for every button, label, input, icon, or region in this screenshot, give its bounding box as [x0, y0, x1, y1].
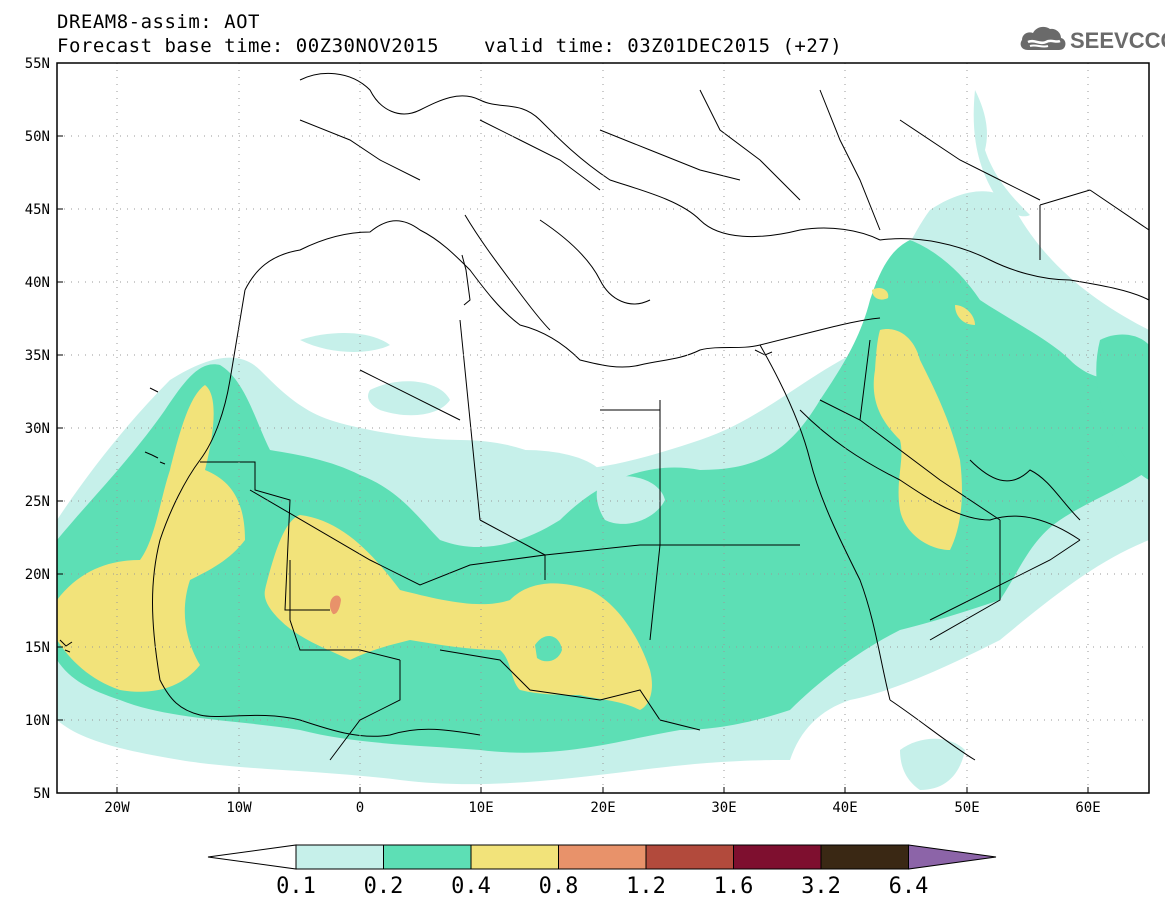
colorbar-label: 1.6 — [714, 874, 754, 899]
country-borders — [200, 89, 1081, 761]
colorbar-underflow-arrow — [207, 844, 297, 870]
colorbar-box — [383, 844, 472, 870]
aot-band-0.4 — [57, 287, 975, 710]
lon-label: 20W — [104, 800, 130, 816]
lon-label: 30E — [711, 800, 736, 816]
valid-time: valid time: 03Z01DEC2015 (+27) — [484, 35, 843, 57]
colorbar-label: 0.2 — [364, 874, 404, 899]
lat-label: 30N — [25, 421, 50, 437]
longitude-labels: 20W 10W 0 10E 20E 30E 40E 50E 60E — [104, 800, 1100, 816]
lon-label: 60E — [1075, 800, 1100, 816]
colorbar-box — [820, 844, 909, 870]
coastlines — [152, 72, 1149, 761]
cloud-icon — [1020, 26, 1066, 50]
lon-label: 10W — [226, 800, 252, 816]
colorbar-legend: 0.1 0.2 0.4 0.8 1.2 1.6 3.2 6.4 — [207, 844, 997, 899]
lat-label: 15N — [25, 640, 50, 656]
islands — [59, 254, 773, 653]
lon-label: 0 — [356, 800, 364, 816]
colorbar-box — [733, 844, 822, 870]
lat-label: 40N — [25, 275, 50, 291]
logo-text: SEEVCCC — [1070, 28, 1165, 53]
map-title: DREAM8-assim: AOT — [57, 11, 260, 33]
gridlines — [57, 63, 1149, 793]
latitude-labels: 55N 50N 45N 40N 35N 30N 25N 20N 15N 10N … — [25, 56, 50, 802]
colorbar-label: 3.2 — [801, 874, 841, 899]
colorbar-label: 0.1 — [276, 874, 316, 899]
colorbar-box — [645, 844, 734, 870]
lon-label: 10E — [468, 800, 493, 816]
lon-label: 20E — [590, 800, 615, 816]
lat-label: 5N — [33, 786, 50, 802]
lat-label: 10N — [25, 713, 50, 729]
colorbar-box — [295, 844, 384, 870]
lat-label: 45N — [25, 202, 50, 218]
aot-band-0.8 — [329, 595, 341, 615]
lat-label: 20N — [25, 567, 50, 583]
tick-marks — [57, 62, 1089, 793]
lon-label: 40E — [832, 800, 857, 816]
lat-label: 50N — [25, 129, 50, 145]
lat-label: 55N — [25, 56, 50, 72]
lat-label: 25N — [25, 494, 50, 510]
colorbar-box — [470, 844, 559, 870]
aot-field — [57, 63, 1149, 793]
colorbar-label: 0.8 — [539, 874, 579, 899]
forecast-base-time: Forecast base time: 00Z30NOV2015 — [57, 35, 440, 57]
colorbar-label: 0.4 — [451, 874, 491, 899]
colorbar-label: 1.2 — [626, 874, 666, 899]
lat-label: 35N — [25, 348, 50, 364]
lon-label: 50E — [954, 800, 979, 816]
colorbar-overflow-arrow — [908, 844, 997, 870]
colorbar-box — [558, 844, 647, 870]
seevccc-logo: SEEVCCC — [1018, 22, 1165, 58]
colorbar-label: 6.4 — [889, 874, 929, 899]
